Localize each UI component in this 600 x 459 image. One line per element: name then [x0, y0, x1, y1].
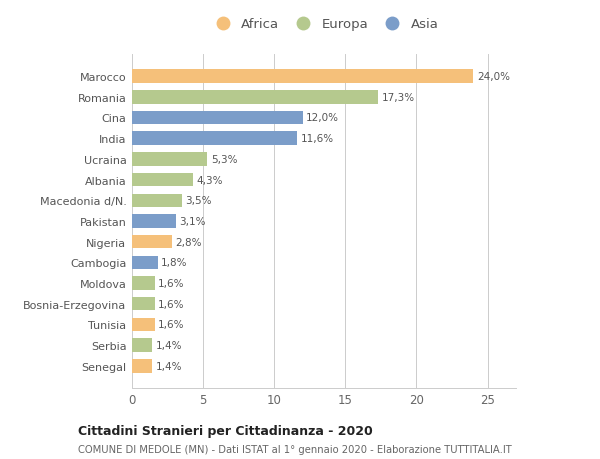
- Bar: [132, 339, 152, 352]
- Bar: [132, 235, 172, 249]
- Bar: [132, 70, 473, 84]
- Text: 2,8%: 2,8%: [175, 237, 202, 247]
- Bar: [132, 318, 155, 331]
- Bar: [132, 277, 155, 290]
- Bar: [132, 132, 297, 146]
- Text: 1,4%: 1,4%: [155, 361, 182, 371]
- Bar: [132, 153, 208, 166]
- Text: 11,6%: 11,6%: [301, 134, 334, 144]
- Bar: [132, 359, 152, 373]
- Text: 5,3%: 5,3%: [211, 155, 238, 164]
- Text: 1,4%: 1,4%: [155, 341, 182, 350]
- Bar: [132, 194, 182, 207]
- Bar: [132, 174, 193, 187]
- Text: 1,6%: 1,6%: [158, 320, 185, 330]
- Text: 12,0%: 12,0%: [306, 113, 339, 123]
- Bar: [132, 215, 176, 228]
- Text: COMUNE DI MEDOLE (MN) - Dati ISTAT al 1° gennaio 2020 - Elaborazione TUTTITALIA.: COMUNE DI MEDOLE (MN) - Dati ISTAT al 1°…: [78, 444, 512, 454]
- Bar: [132, 112, 302, 125]
- Text: 1,6%: 1,6%: [158, 279, 185, 288]
- Text: 24,0%: 24,0%: [477, 72, 510, 82]
- Bar: [132, 256, 158, 269]
- Text: 1,8%: 1,8%: [161, 258, 188, 268]
- Text: 17,3%: 17,3%: [382, 93, 415, 102]
- Text: 4,3%: 4,3%: [197, 175, 223, 185]
- Text: 3,1%: 3,1%: [179, 217, 206, 226]
- Bar: [132, 91, 378, 104]
- Text: Cittadini Stranieri per Cittadinanza - 2020: Cittadini Stranieri per Cittadinanza - 2…: [78, 425, 373, 437]
- Text: 3,5%: 3,5%: [185, 196, 212, 206]
- Legend: Africa, Europa, Asia: Africa, Europa, Asia: [209, 18, 439, 31]
- Text: 1,6%: 1,6%: [158, 299, 185, 309]
- Bar: [132, 297, 155, 311]
